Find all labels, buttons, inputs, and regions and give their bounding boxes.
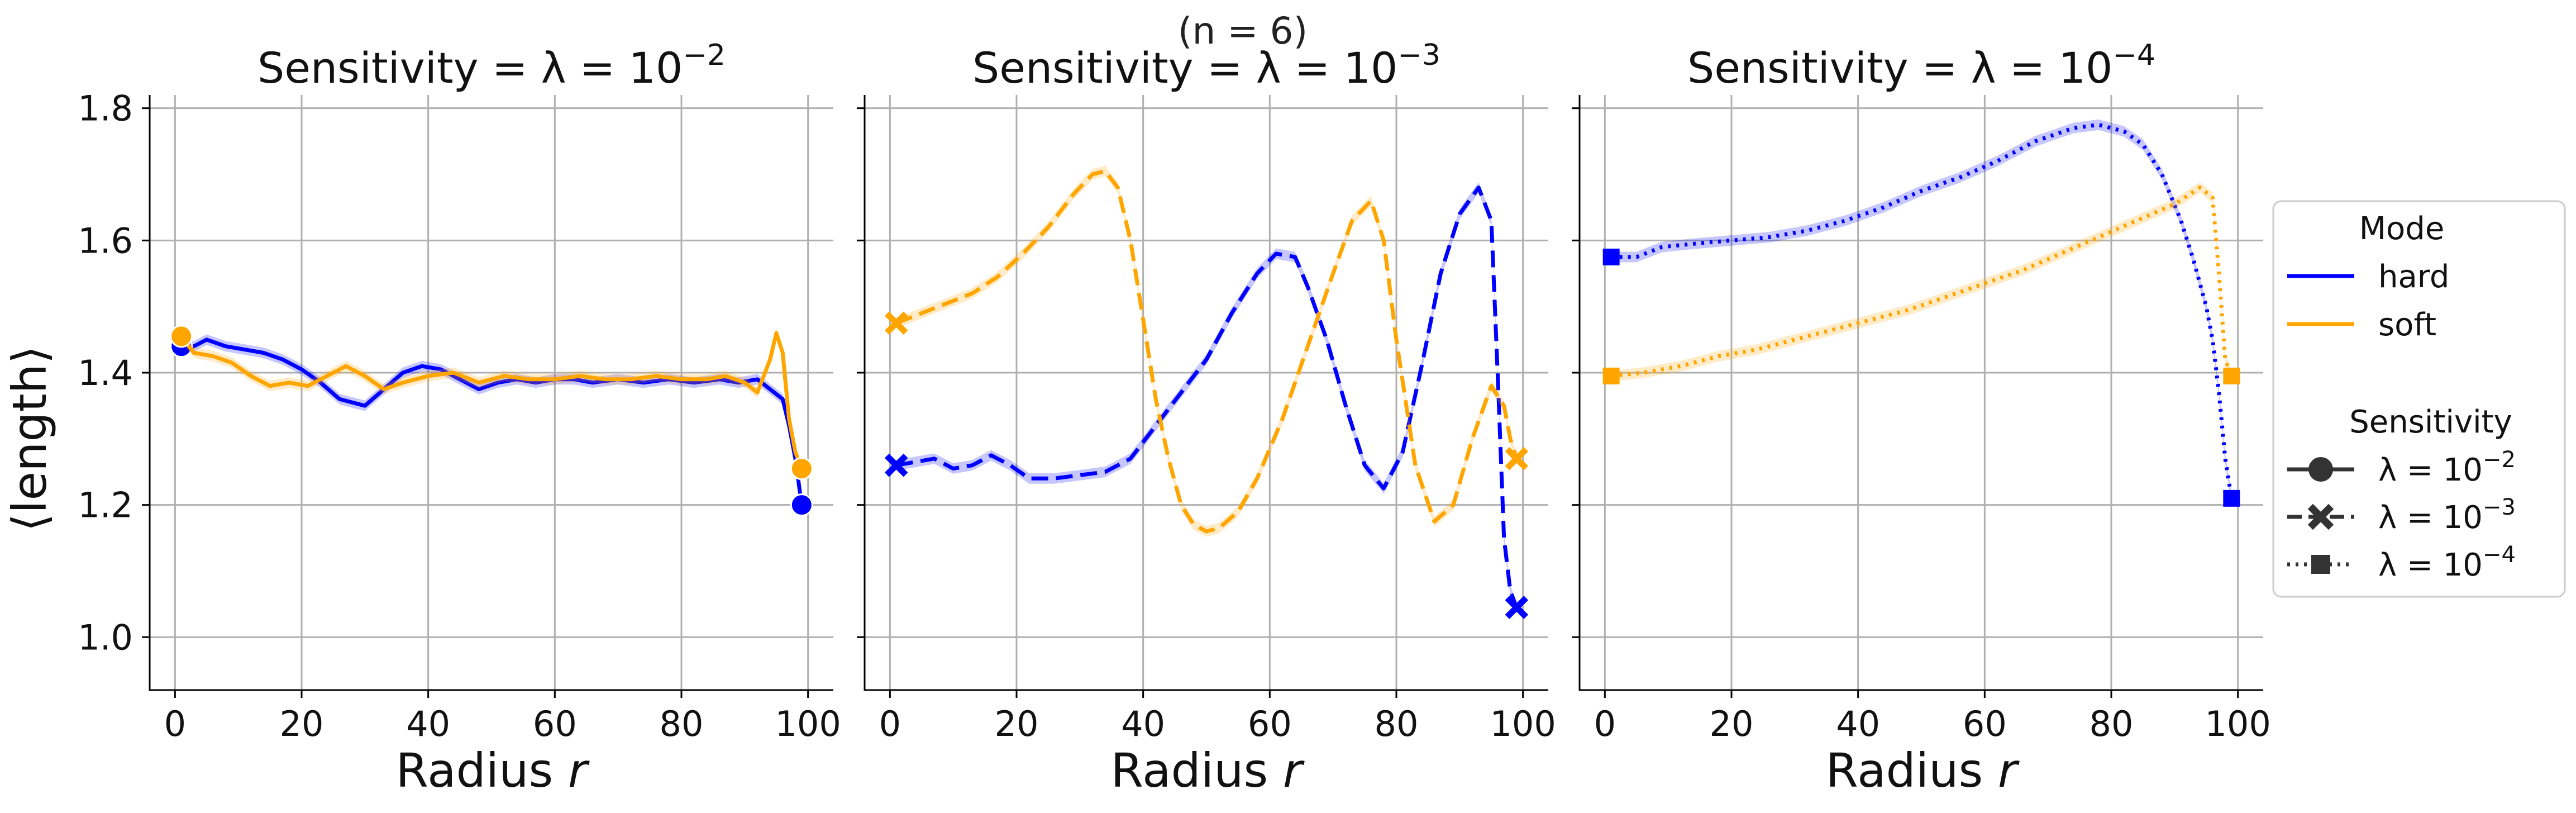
panel-3: 0 20 40 60 80 100 Sensitivity = λ = 10−4 Radius…: [1572, 39, 2271, 798]
square-marker-icon: [2311, 555, 2330, 574]
x-marker-icon: [2307, 503, 2334, 530]
data-point-marker: [790, 493, 813, 517]
series-line: [896, 186, 1519, 608]
x-tick-label: 20: [280, 703, 324, 744]
legend-frame: [2272, 200, 2566, 598]
x-tick-label: 100: [775, 703, 841, 744]
legend-sensitivity-title: Sensitivity: [2349, 404, 2512, 440]
series-hard: [1602, 119, 2240, 507]
x-tick-label: 20: [995, 703, 1039, 744]
legend-item-lambda-2: λ = 10−2: [2287, 447, 2516, 488]
panel-2: 0 20 40 60 80 100 Sensitivity = λ = 10−3 Radius…: [857, 39, 1556, 798]
legend-item-hard: hard: [2287, 259, 2449, 295]
y-tick-label: 1.8: [78, 88, 133, 129]
series-line: [895, 169, 1519, 534]
legend-item-lambda-3: λ = 10−3: [2287, 495, 2516, 536]
x-tick-label: 0: [164, 703, 186, 744]
series-soft: [884, 165, 1529, 537]
y-axis-label: ⟨length⟩: [2, 345, 57, 531]
axes-spine: [149, 95, 833, 691]
x-axis-label: Radius r: [1111, 743, 1305, 798]
y-tick-label: 1.0: [78, 617, 133, 658]
series-line: [1611, 122, 2234, 499]
legend-lambda-2-label: λ = 10−2: [2378, 447, 2516, 488]
x-tick-label: 40: [1836, 703, 1880, 744]
x-tick-label: 0: [1594, 703, 1616, 744]
series-line: [1611, 186, 2234, 378]
data-point-marker: [884, 311, 908, 335]
legend-item-lambda-4: λ = 10−4: [2287, 542, 2516, 583]
x-tick-label: 40: [406, 703, 450, 744]
x-tick-label: 60: [1963, 703, 2007, 744]
confidence-band: [1611, 119, 2232, 504]
confidence-band: [181, 334, 802, 511]
legend: Mode hard soft Sensitivity λ = 10−2 λ = …: [2272, 200, 2566, 598]
x-tick-label: 60: [533, 703, 577, 744]
data-point-marker: [884, 453, 908, 477]
data-point-marker: [1602, 367, 1620, 384]
series-hard: [884, 182, 1529, 619]
data-point-marker: [170, 325, 193, 348]
x-tick-label: 60: [1248, 703, 1292, 744]
legend-soft-label: soft: [2378, 307, 2436, 343]
panel-title: Sensitivity = λ = 10−3: [972, 39, 1440, 93]
axes-spine: [864, 95, 1548, 691]
y-tick-label: 1.6: [78, 220, 133, 261]
confidence-band: [181, 327, 802, 474]
panel-title: Sensitivity = λ = 10−2: [257, 39, 726, 93]
legend-item-soft: soft: [2287, 307, 2436, 343]
x-tick-label: 100: [2205, 703, 2270, 744]
x-axis-label: Radius r: [396, 743, 590, 798]
confidence-band: [1611, 182, 2232, 382]
x-tick-label: 40: [1121, 703, 1165, 744]
x-tick-label: 20: [1710, 703, 1754, 744]
x-tick-label: 80: [1375, 703, 1419, 744]
data-point-marker: [1505, 596, 1529, 619]
axes-spine: [1578, 95, 2263, 691]
data-point-marker: [2223, 489, 2240, 507]
data-point-marker: [1505, 447, 1529, 470]
data-point-marker: [2223, 367, 2240, 384]
series-soft: [1602, 182, 2240, 384]
legend-mode-title: Mode: [2359, 211, 2445, 247]
series-soft: [170, 325, 813, 481]
y-tick-label: 1.2: [78, 485, 133, 526]
series-line: [181, 337, 804, 506]
x-tick-label: 80: [660, 703, 704, 744]
panel-title: Sensitivity = λ = 10−4: [1687, 39, 2155, 93]
data-point-marker: [790, 457, 813, 481]
series-hard: [170, 334, 813, 517]
series-line: [179, 331, 804, 469]
x-tick-label: 80: [2090, 703, 2134, 744]
x-axis-label: Radius r: [1826, 743, 2020, 798]
legend-lambda-3-label: λ = 10−3: [2378, 495, 2516, 536]
suptitle: (n = 6): [1178, 9, 1308, 53]
panel-1: 0 20 40 60 80 100 1.0 1.2 1.4 1.6 1.8 Sensitivity =…: [78, 39, 841, 798]
x-tick-label: 0: [879, 703, 901, 744]
circle-marker-icon: [2308, 457, 2333, 482]
confidence-band: [896, 182, 1517, 613]
legend-lambda-4-label: λ = 10−4: [2378, 542, 2516, 583]
legend-hard-label: hard: [2378, 259, 2449, 295]
y-tick-label: 1.4: [78, 353, 133, 393]
data-point-marker: [1602, 248, 1620, 265]
x-tick-label: 100: [1490, 703, 1556, 744]
